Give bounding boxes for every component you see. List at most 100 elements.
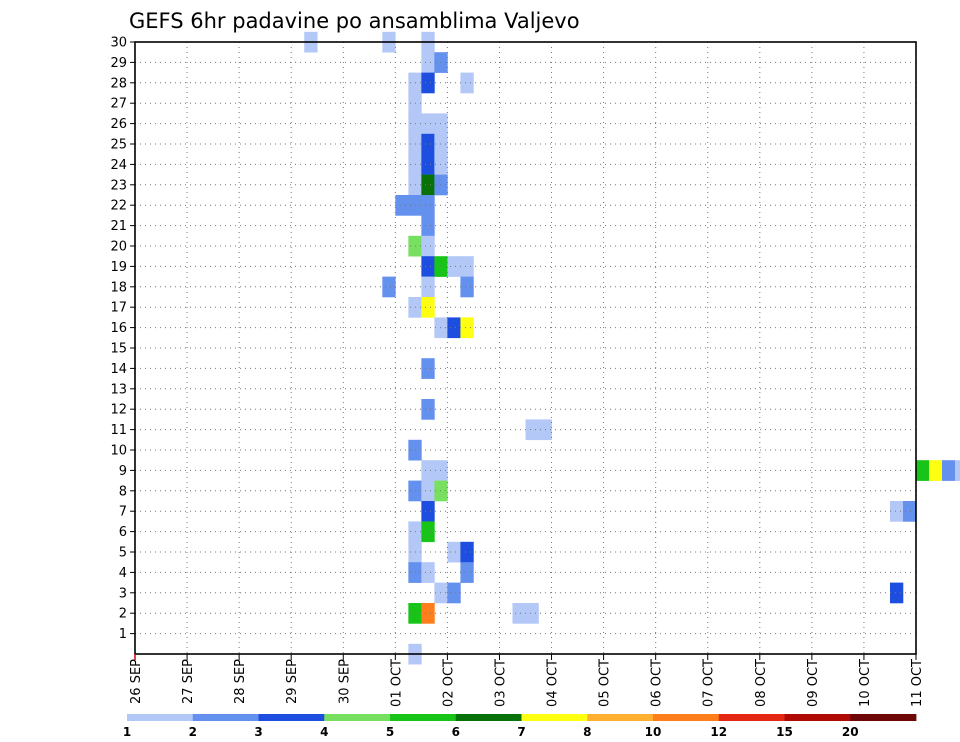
legend-swatch	[455, 714, 522, 721]
y-tick-label: 5	[119, 546, 127, 561]
x-tick-label: 06 OCT	[650, 659, 665, 707]
legend-label: 6	[452, 725, 460, 739]
legend-swatch	[718, 714, 785, 721]
heatmap-cell	[421, 603, 435, 624]
heatmap-cell	[382, 276, 396, 298]
heatmap-cell	[447, 582, 461, 604]
legend-label: 20	[842, 725, 859, 739]
legend-label: 5	[386, 725, 394, 739]
x-tick-label: 09 OCT	[806, 659, 821, 707]
chart-title: GEFS 6hr padavine po ansamblima Valjevo	[129, 9, 580, 33]
heatmap-cell	[460, 562, 474, 583]
y-tick-label: 14	[110, 362, 127, 377]
x-tick-label: 28 SEP	[233, 659, 248, 704]
heatmap-cell	[434, 460, 448, 481]
legend-swatch	[587, 714, 654, 721]
legend-label: 8	[583, 725, 591, 739]
heatmap-cell	[421, 113, 435, 135]
legend-swatch	[653, 714, 720, 721]
heatmap-cell	[447, 541, 461, 563]
y-tick-label: 29	[110, 56, 127, 71]
heatmap-cell	[421, 562, 435, 583]
x-axis: 26 SEP 27 SEP 28 SEP 29 SEP 30 SEP 01 OCT 02 O…	[129, 654, 925, 707]
y-tick-label: 26	[110, 117, 127, 132]
x-tick-label: 05 OCT	[598, 659, 613, 707]
y-tick-label: 22	[110, 199, 127, 214]
heatmap-cells	[304, 31, 960, 665]
legend-label: 4	[320, 725, 328, 739]
heatmap-cell	[889, 501, 904, 522]
color-legend: 1 2 3 4 5 6 7 8 10 12 15 20	[123, 714, 917, 739]
y-tick-label: 3	[119, 586, 127, 601]
y-tick-label: 28	[110, 76, 127, 91]
x-tick-label: 11 OCT	[910, 659, 925, 707]
heatmap-cell	[929, 460, 943, 481]
legend-swatch	[390, 714, 457, 721]
heatmap-cell	[421, 501, 435, 522]
y-tick-label: 12	[110, 403, 127, 418]
y-tick-label: 18	[110, 280, 127, 295]
legend-label: 7	[517, 725, 525, 739]
y-tick-label: 4	[119, 566, 127, 581]
y-tick-label: 30	[110, 36, 127, 51]
y-tick-label: 21	[110, 219, 127, 234]
x-tick-label: 01 OCT	[389, 659, 404, 707]
y-tick-label: 27	[110, 97, 127, 112]
heatmap-cell	[916, 460, 930, 481]
y-tick-label: 20	[110, 240, 127, 255]
y-tick-label: 8	[119, 484, 127, 499]
heatmap-cell	[421, 521, 435, 543]
y-tick-label: 2	[119, 607, 127, 622]
y-tick-label: 19	[110, 260, 127, 275]
heatmap-cell	[421, 358, 435, 379]
legend-swatch	[192, 714, 259, 721]
heatmap-cell	[447, 256, 461, 277]
x-tick-label: 27 SEP	[181, 659, 196, 704]
x-tick-label: 04 OCT	[546, 659, 561, 707]
heatmap-cell	[421, 72, 435, 94]
heatmap-cell	[434, 174, 448, 196]
heatmap-cell	[421, 480, 435, 502]
heatmap-cell	[460, 256, 474, 277]
heatmap-cell	[460, 317, 474, 339]
heatmap-cell	[955, 460, 960, 481]
heatmap-cell	[889, 582, 904, 604]
legend-swatch	[521, 714, 588, 721]
heatmap-cell	[421, 276, 435, 298]
x-tick-label: 30 SEP	[337, 659, 352, 704]
heatmap-cell	[460, 276, 474, 298]
legend-label: 10	[645, 725, 662, 739]
y-tick-label: 13	[110, 382, 127, 397]
legend-swatch	[127, 714, 194, 721]
heatmap-cell	[434, 317, 448, 339]
legend-label: 12	[710, 725, 727, 739]
x-tick-label: 07 OCT	[702, 659, 717, 707]
y-tick-label: 23	[110, 178, 127, 193]
heatmap-cell	[525, 419, 539, 441]
legend-swatch	[258, 714, 325, 721]
y-tick-label: 16	[110, 321, 127, 336]
heatmap-cell	[421, 399, 435, 420]
y-tick-label: 11	[110, 423, 127, 438]
x-tick-label: 26 SEP	[129, 659, 144, 704]
heatmap-cell	[395, 195, 409, 216]
heatmap-cell	[421, 174, 435, 196]
x-tick-label: 29 SEP	[285, 659, 300, 704]
heatmap-cell	[421, 133, 435, 155]
legend-swatch	[324, 714, 391, 721]
grid-lines	[135, 41, 916, 654]
legend-label: 2	[189, 725, 197, 739]
heatmap-cell	[434, 256, 448, 277]
heatmap-cell	[421, 297, 435, 318]
heatmap-cell	[421, 460, 435, 481]
y-tick-label: 6	[119, 525, 127, 540]
legend-label: 1	[123, 725, 131, 739]
y-tick-label: 15	[110, 342, 127, 357]
heatmap-cell	[421, 235, 435, 257]
y-tick-label: 10	[110, 444, 127, 459]
legend-label: 15	[776, 725, 793, 739]
heatmap-cell	[434, 480, 448, 502]
heatmap-cell	[460, 72, 474, 94]
y-tick-label: 9	[119, 464, 127, 479]
